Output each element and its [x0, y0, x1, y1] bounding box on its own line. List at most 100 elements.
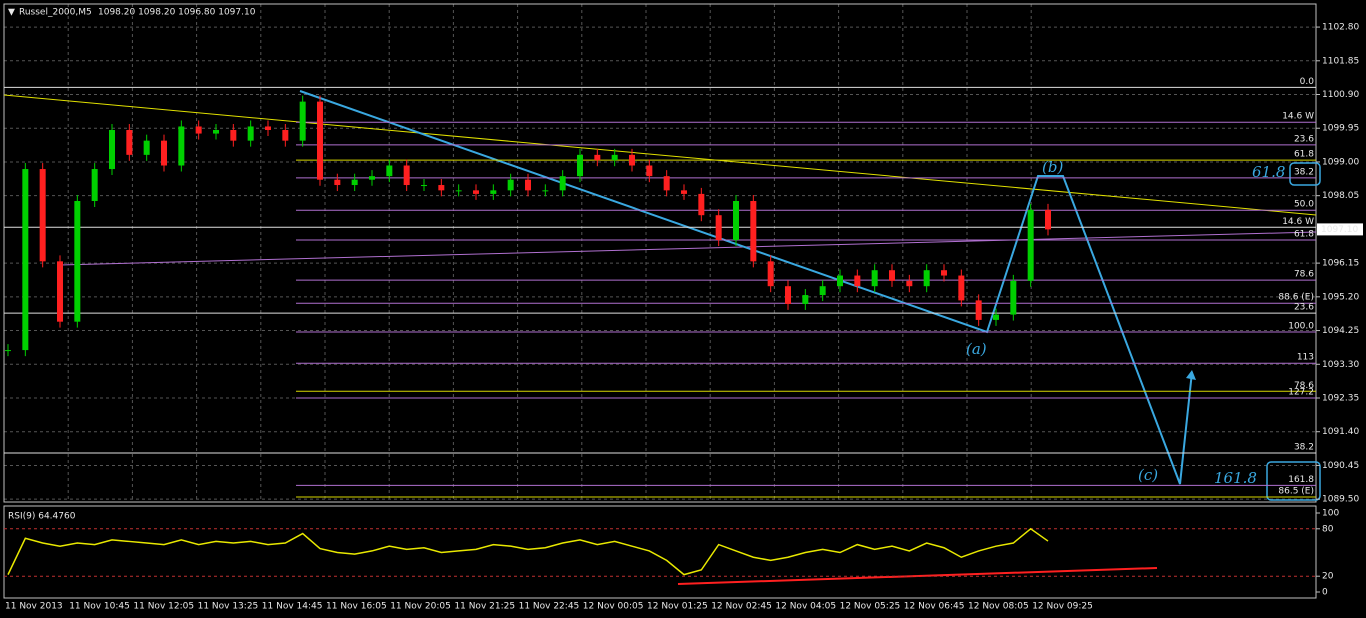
fib-label: 113 — [1297, 353, 1314, 363]
candle — [681, 190, 687, 194]
candle — [663, 176, 670, 191]
candle — [715, 215, 722, 241]
x-tick-label: 11 Nov 21:25 — [454, 602, 515, 612]
x-tick-label: 12 Nov 09:25 — [1032, 602, 1093, 612]
candle — [542, 190, 549, 192]
candle — [126, 130, 133, 155]
y-tick-label: 1092.35 — [1322, 393, 1359, 403]
rsi-tick-label: 80 — [1322, 524, 1334, 534]
candle — [698, 193, 705, 216]
candle — [854, 275, 861, 287]
candle — [299, 101, 306, 141]
candle — [819, 286, 826, 296]
x-tick-label: 11 Nov 10:45 — [69, 602, 130, 612]
rsi-frame — [3, 505, 1317, 599]
current-price-box — [1317, 223, 1363, 236]
y-tick-label: 1099.95 — [1322, 124, 1359, 134]
candle — [213, 130, 219, 134]
fib-label: 0.0 — [1300, 77, 1315, 87]
candle — [109, 130, 115, 170]
candle — [785, 286, 791, 304]
candle — [906, 280, 913, 287]
fib-label: 100.0 — [1288, 321, 1314, 331]
y-tick-label: 1096.15 — [1322, 259, 1359, 269]
rsi-tick-label: 0 — [1322, 588, 1328, 598]
candle — [646, 165, 653, 177]
candle — [559, 176, 566, 191]
rsi-tick-label: 20 — [1322, 572, 1334, 582]
fib-label: 78.6 — [1294, 270, 1314, 280]
candle — [143, 140, 150, 155]
candle — [889, 270, 895, 281]
candle — [1010, 280, 1017, 315]
x-tick-label: 11 Nov 20:05 — [390, 602, 451, 612]
candle — [317, 101, 323, 180]
y-tick-label: 1091.40 — [1322, 427, 1359, 437]
trend-line — [59, 231, 1317, 266]
candle — [1045, 209, 1051, 230]
candle — [993, 314, 999, 320]
candle — [1027, 209, 1034, 281]
candle — [577, 154, 583, 177]
candle — [438, 185, 445, 191]
candle — [265, 126, 271, 131]
rsi-line — [7, 527, 1049, 576]
x-tick-label: 11 Nov 13:25 — [198, 602, 259, 612]
fib-label: 23.6 — [1294, 134, 1314, 144]
candle — [750, 200, 757, 262]
fib-label: 127.2 — [1288, 387, 1314, 397]
x-tick-label: 11 Nov 12:05 — [133, 602, 194, 612]
candle — [91, 169, 98, 201]
candle — [22, 169, 29, 351]
candle — [195, 126, 202, 134]
candle — [837, 275, 843, 287]
rsi-tick-label: 100 — [1322, 509, 1339, 519]
candle — [871, 270, 878, 287]
x-tick-label: 12 Nov 00:05 — [583, 602, 644, 612]
fib-label: 14.6 W — [1282, 217, 1314, 227]
y-tick-label: 1089.50 — [1322, 495, 1359, 505]
fib-label: 61.8 — [1294, 230, 1314, 240]
candle — [5, 350, 11, 352]
candle — [351, 179, 358, 186]
candle — [507, 179, 514, 191]
wave-label: (a) — [966, 340, 987, 358]
highlight-box — [1266, 461, 1321, 501]
candle — [39, 169, 46, 262]
candle — [57, 261, 63, 322]
rsi-title: RSI(9) 64.4760 — [8, 512, 76, 522]
candle — [178, 126, 185, 166]
x-tick-label: 12 Nov 08:05 — [968, 602, 1029, 612]
fib-label: 61.8 — [1294, 150, 1314, 160]
candle — [74, 200, 81, 322]
x-tick-label: 11 Nov 14:45 — [262, 602, 323, 612]
fib-label: 161.8 — [1288, 475, 1314, 485]
candle — [473, 190, 479, 194]
x-tick-label: 11 Nov 2013 — [5, 602, 63, 612]
candle — [369, 176, 375, 180]
x-tick-label: 11 Nov 22:45 — [519, 602, 580, 612]
candle — [282, 130, 289, 141]
y-tick-label: 1101.85 — [1322, 56, 1359, 66]
y-tick-label: 1100.90 — [1322, 90, 1359, 100]
candle — [490, 190, 497, 194]
fib-label: 23.6 — [1294, 303, 1314, 313]
y-tick-label: 1095.20 — [1322, 292, 1359, 302]
x-tick-label: 12 Nov 06:45 — [904, 602, 965, 612]
fib-label: 14.6 W — [1282, 112, 1314, 122]
candle — [230, 130, 237, 141]
trend-line — [3, 94, 1317, 216]
fib-label: 86.5 (E) — [1278, 487, 1314, 497]
current-price: 1097.10 — [1321, 225, 1358, 235]
candle — [958, 275, 965, 301]
wave-label: (b) — [1042, 158, 1063, 176]
fib-label: 38.2 — [1294, 167, 1314, 177]
y-tick-label: 1094.25 — [1322, 326, 1359, 336]
symbol: Russel_2000,M5 — [19, 8, 92, 18]
candle — [161, 140, 167, 166]
candle — [975, 300, 982, 320]
fib-label: 88.6 (E) — [1278, 293, 1314, 303]
y-tick-label: 1102.80 — [1322, 23, 1359, 33]
main-frame — [3, 3, 1317, 503]
